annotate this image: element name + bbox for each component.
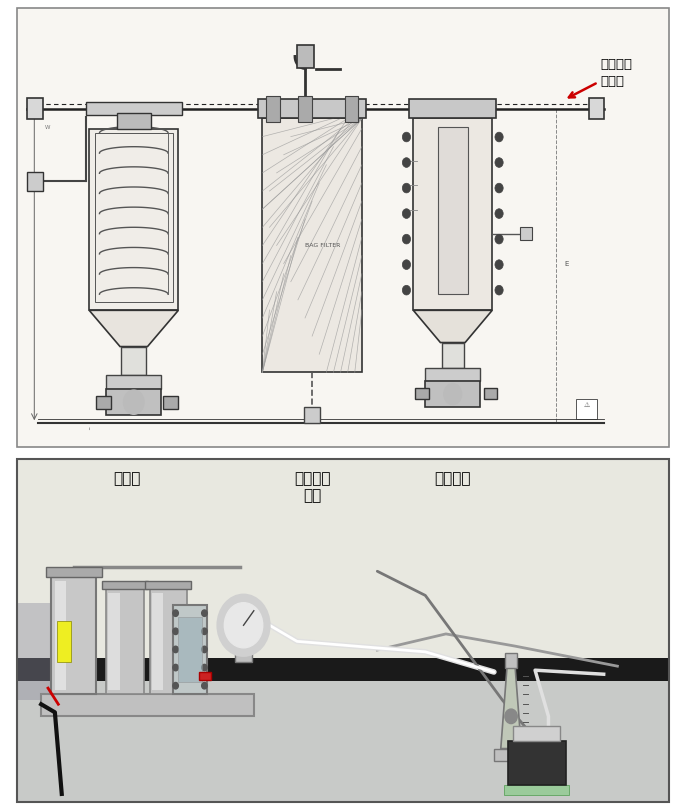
- Bar: [17, 680, 669, 802]
- Circle shape: [173, 610, 178, 617]
- Polygon shape: [501, 668, 521, 749]
- Bar: [504, 785, 569, 795]
- Circle shape: [495, 285, 503, 295]
- Circle shape: [123, 390, 144, 414]
- Bar: [576, 399, 597, 419]
- Circle shape: [173, 646, 178, 653]
- Bar: [86, 102, 182, 115]
- Circle shape: [402, 285, 410, 295]
- Bar: [505, 654, 517, 668]
- Bar: [17, 8, 669, 447]
- Circle shape: [402, 132, 410, 142]
- Bar: [95, 133, 173, 302]
- Bar: [117, 113, 151, 129]
- Bar: [46, 567, 102, 577]
- Bar: [108, 593, 119, 690]
- Bar: [425, 368, 480, 381]
- Bar: [17, 459, 669, 658]
- Bar: [106, 589, 144, 694]
- Circle shape: [402, 158, 410, 168]
- Circle shape: [202, 628, 207, 634]
- Bar: [484, 388, 497, 399]
- Bar: [152, 593, 163, 690]
- Bar: [589, 98, 604, 119]
- Bar: [41, 694, 254, 717]
- Text: 체결부: 체결부: [600, 75, 624, 88]
- Text: 필터: 필터: [303, 488, 321, 504]
- Circle shape: [173, 664, 178, 671]
- Circle shape: [402, 260, 410, 269]
- Bar: [57, 621, 71, 662]
- Bar: [27, 98, 43, 119]
- Circle shape: [444, 384, 462, 405]
- Bar: [508, 741, 566, 785]
- Text: 버퍼탱크: 버퍼탱크: [434, 472, 471, 487]
- Circle shape: [202, 646, 207, 653]
- Bar: [17, 459, 669, 802]
- Bar: [520, 227, 532, 240]
- Bar: [494, 749, 528, 761]
- Text: 가스필터: 가스필터: [600, 58, 632, 71]
- Bar: [344, 96, 358, 122]
- Bar: [150, 589, 187, 694]
- Bar: [0, 0, 686, 455]
- Polygon shape: [413, 310, 493, 343]
- Bar: [513, 726, 560, 741]
- Circle shape: [217, 595, 270, 656]
- Bar: [51, 577, 96, 694]
- Bar: [442, 343, 464, 368]
- Circle shape: [173, 628, 178, 634]
- Bar: [298, 96, 312, 122]
- Bar: [106, 389, 161, 415]
- Circle shape: [495, 132, 503, 142]
- Bar: [17, 604, 51, 700]
- Bar: [304, 407, 320, 423]
- Bar: [262, 118, 362, 372]
- Bar: [17, 658, 669, 680]
- Bar: [178, 617, 202, 682]
- Bar: [438, 127, 468, 294]
- Text: BAG FILTER: BAG FILTER: [305, 243, 340, 248]
- Bar: [55, 581, 66, 690]
- Circle shape: [402, 209, 410, 218]
- Circle shape: [402, 183, 410, 193]
- Circle shape: [505, 709, 517, 724]
- Text: 냉각부: 냉각부: [113, 472, 141, 487]
- Bar: [425, 381, 480, 407]
- Bar: [96, 396, 111, 409]
- Circle shape: [495, 158, 503, 168]
- Bar: [163, 396, 178, 409]
- Circle shape: [202, 610, 207, 617]
- Circle shape: [224, 603, 263, 648]
- Bar: [258, 99, 366, 118]
- Bar: [106, 375, 161, 389]
- Bar: [173, 605, 207, 694]
- Bar: [409, 99, 497, 118]
- Text: ⚠: ⚠: [583, 402, 590, 408]
- Text: 카트리지: 카트리지: [294, 472, 331, 487]
- Bar: [121, 347, 146, 375]
- Bar: [145, 581, 191, 589]
- Circle shape: [202, 664, 207, 671]
- Bar: [102, 581, 148, 589]
- Bar: [199, 672, 211, 680]
- Text: E: E: [564, 261, 568, 267]
- Bar: [89, 129, 178, 310]
- Text: W: W: [45, 125, 50, 130]
- Circle shape: [202, 683, 207, 689]
- Bar: [27, 172, 43, 191]
- Bar: [235, 629, 252, 662]
- Circle shape: [495, 183, 503, 193]
- Polygon shape: [89, 310, 178, 347]
- Circle shape: [495, 260, 503, 269]
- Bar: [297, 45, 314, 68]
- Circle shape: [495, 235, 503, 244]
- Circle shape: [173, 683, 178, 689]
- Bar: [415, 388, 429, 399]
- Bar: [413, 118, 492, 310]
- Circle shape: [402, 235, 410, 244]
- Circle shape: [495, 209, 503, 218]
- Bar: [265, 96, 280, 122]
